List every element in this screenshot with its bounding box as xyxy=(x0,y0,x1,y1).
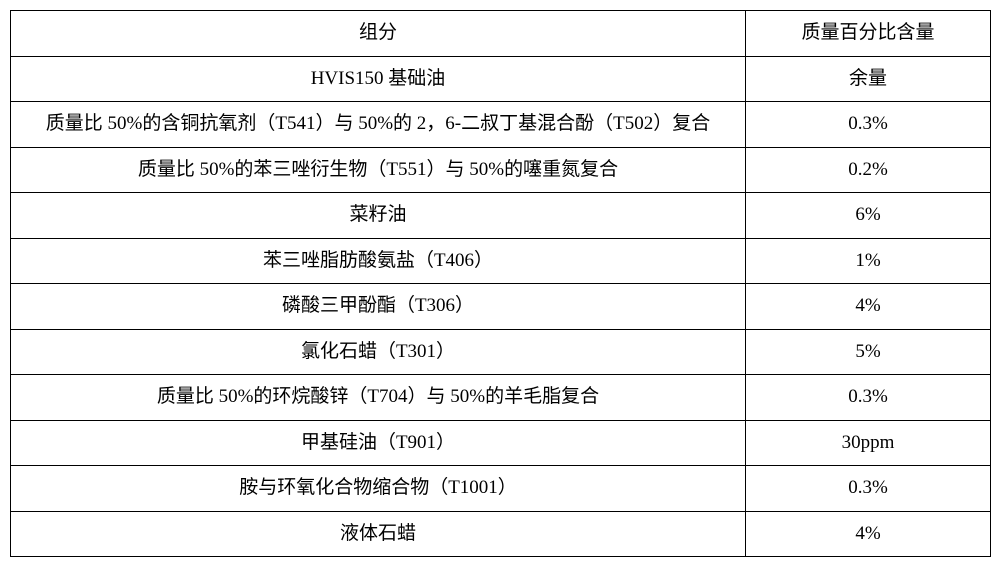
cell-percent: 余量 xyxy=(746,56,991,102)
table-header-row: 组分 质量百分比含量 xyxy=(11,11,991,57)
table-row: 质量比 50%的苯三唑衍生物（T551）与 50%的噻重氮复合 0.2% xyxy=(11,147,991,193)
table-row: 质量比 50%的环烷酸锌（T704）与 50%的羊毛脂复合 0.3% xyxy=(11,375,991,421)
cell-component: 菜籽油 xyxy=(11,193,746,239)
table-row: 胺与环氧化合物缩合物（T1001） 0.3% xyxy=(11,466,991,512)
cell-percent: 4% xyxy=(746,284,991,330)
cell-percent: 6% xyxy=(746,193,991,239)
table-row: 甲基硅油（T901） 30ppm xyxy=(11,420,991,466)
cell-percent: 5% xyxy=(746,329,991,375)
cell-component: 磷酸三甲酚酯（T306） xyxy=(11,284,746,330)
cell-component: 胺与环氧化合物缩合物（T1001） xyxy=(11,466,746,512)
cell-component: 氯化石蜡（T301） xyxy=(11,329,746,375)
cell-component: HVIS150 基础油 xyxy=(11,56,746,102)
cell-percent: 0.3% xyxy=(746,466,991,512)
cell-component: 苯三唑脂肪酸氨盐（T406） xyxy=(11,238,746,284)
table-row: 苯三唑脂肪酸氨盐（T406） 1% xyxy=(11,238,991,284)
header-component: 组分 xyxy=(11,11,746,57)
cell-percent: 0.3% xyxy=(746,375,991,421)
cell-percent: 30ppm xyxy=(746,420,991,466)
cell-percent: 0.2% xyxy=(746,147,991,193)
cell-component: 质量比 50%的含铜抗氧剂（T541）与 50%的 2，6-二叔丁基混合酚（T5… xyxy=(11,102,746,148)
cell-percent: 1% xyxy=(746,238,991,284)
cell-percent: 4% xyxy=(746,511,991,557)
header-percent: 质量百分比含量 xyxy=(746,11,991,57)
cell-component: 液体石蜡 xyxy=(11,511,746,557)
cell-component: 甲基硅油（T901） xyxy=(11,420,746,466)
table-row: 磷酸三甲酚酯（T306） 4% xyxy=(11,284,991,330)
cell-component: 质量比 50%的苯三唑衍生物（T551）与 50%的噻重氮复合 xyxy=(11,147,746,193)
cell-component: 质量比 50%的环烷酸锌（T704）与 50%的羊毛脂复合 xyxy=(11,375,746,421)
table-row: 液体石蜡 4% xyxy=(11,511,991,557)
table-row: 氯化石蜡（T301） 5% xyxy=(11,329,991,375)
table-row: 菜籽油 6% xyxy=(11,193,991,239)
table-row: 质量比 50%的含铜抗氧剂（T541）与 50%的 2，6-二叔丁基混合酚（T5… xyxy=(11,102,991,148)
table-row: HVIS150 基础油 余量 xyxy=(11,56,991,102)
composition-table: 组分 质量百分比含量 HVIS150 基础油 余量 质量比 50%的含铜抗氧剂（… xyxy=(10,10,991,557)
cell-percent: 0.3% xyxy=(746,102,991,148)
